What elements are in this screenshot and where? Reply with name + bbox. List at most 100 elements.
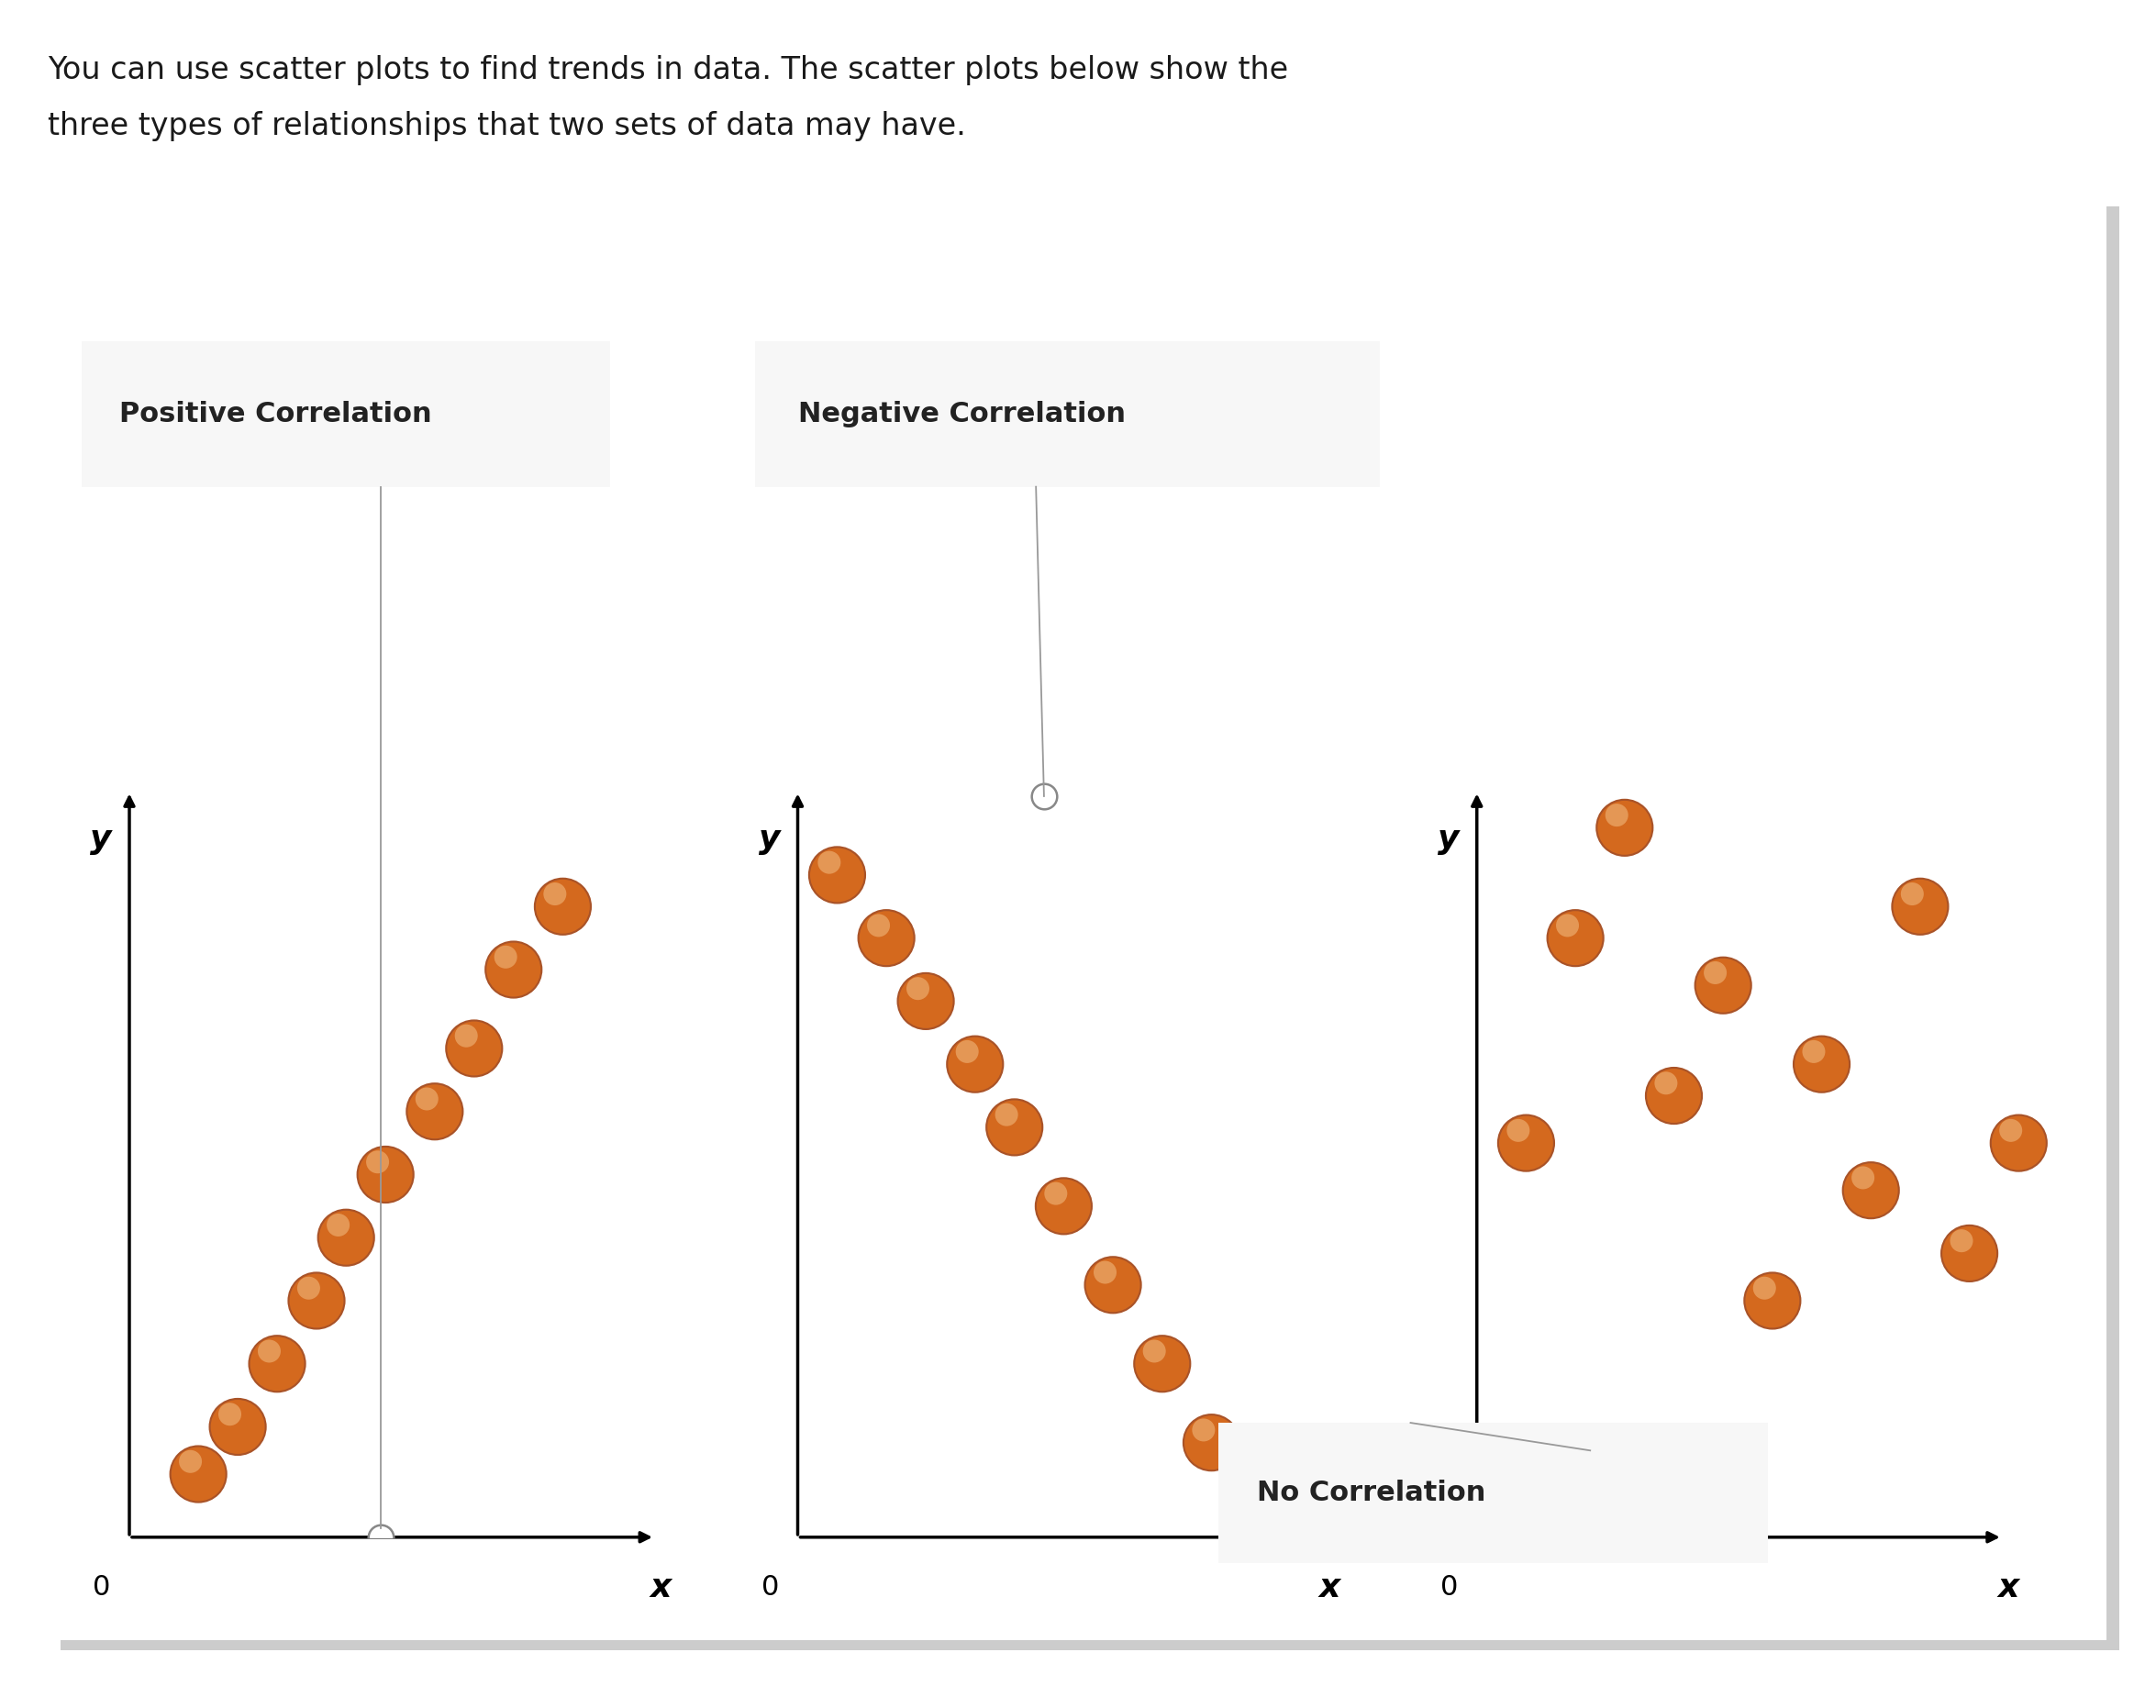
Point — [545, 893, 580, 921]
Point — [1796, 1038, 1830, 1066]
Point — [489, 943, 524, 970]
Text: 0: 0 — [93, 1575, 110, 1600]
Point — [369, 1161, 403, 1189]
FancyBboxPatch shape — [718, 333, 1416, 495]
Point — [1145, 1349, 1179, 1377]
Point — [1846, 1165, 1880, 1192]
Text: x: x — [1999, 1573, 2018, 1604]
Text: y: y — [1438, 823, 1460, 856]
Point — [1095, 1271, 1130, 1298]
Point — [908, 987, 942, 1015]
Point — [957, 1050, 992, 1078]
Point — [252, 1337, 287, 1365]
Point — [496, 956, 530, 984]
Point — [181, 1460, 216, 1488]
Point — [1046, 1192, 1080, 1220]
Point — [300, 1288, 334, 1315]
Point — [1904, 893, 1938, 921]
Point — [261, 1349, 295, 1377]
Point — [418, 1098, 453, 1126]
Point — [1608, 815, 1643, 842]
Point — [860, 912, 895, 939]
Point — [1951, 1240, 1986, 1267]
Point — [1235, 1479, 1270, 1506]
Point — [998, 1114, 1033, 1141]
Text: No Correlation: No Correlation — [1257, 1479, 1485, 1506]
Point — [1904, 893, 1938, 921]
Point — [410, 1085, 444, 1112]
Point — [1755, 1288, 1789, 1315]
Point — [1574, 1436, 1608, 1464]
Point — [998, 1114, 1033, 1141]
Point — [869, 924, 903, 951]
Point — [1145, 1349, 1179, 1377]
Point — [1186, 1416, 1220, 1443]
Point — [291, 1274, 326, 1301]
Point — [819, 861, 854, 888]
Point — [1244, 1493, 1279, 1520]
Point — [418, 1098, 453, 1126]
Point — [172, 1448, 207, 1476]
Point — [1705, 972, 1740, 999]
Text: y: y — [91, 823, 112, 856]
Point — [261, 1349, 295, 1377]
FancyBboxPatch shape — [50, 333, 642, 495]
Point — [1746, 1274, 1781, 1301]
Point — [1559, 924, 1593, 951]
FancyBboxPatch shape — [37, 190, 2117, 1647]
Point — [813, 849, 847, 876]
Text: You can use scatter plots to find trends in data. The scatter plots below show t: You can use scatter plots to find trends… — [47, 55, 1287, 85]
Point — [1805, 1050, 1839, 1078]
Point — [1136, 1337, 1171, 1365]
Point — [321, 1211, 356, 1238]
Point — [1649, 1069, 1684, 1097]
Point — [1656, 1083, 1690, 1110]
Point — [1089, 1259, 1123, 1286]
Point — [1805, 1050, 1839, 1078]
Text: x: x — [651, 1573, 671, 1604]
Point — [1509, 1129, 1544, 1156]
Point — [1550, 912, 1585, 939]
Point — [1895, 880, 1930, 907]
Text: y: y — [759, 823, 780, 856]
Point — [901, 975, 936, 1003]
Point — [1854, 1177, 1889, 1204]
Point — [457, 1035, 492, 1062]
Point — [1501, 1117, 1535, 1144]
Point — [819, 861, 854, 888]
Point — [369, 1161, 403, 1189]
Point — [1945, 1226, 1979, 1254]
Point — [1095, 1271, 1130, 1298]
Point — [1854, 1177, 1889, 1204]
Point — [220, 1413, 254, 1440]
Point — [1194, 1430, 1229, 1457]
Point — [1608, 815, 1643, 842]
Point — [330, 1225, 364, 1252]
Point — [300, 1288, 334, 1315]
Point — [2001, 1129, 2035, 1156]
Point — [1705, 972, 1740, 999]
Point — [2001, 1129, 2035, 1156]
Point — [1244, 1493, 1279, 1520]
Point — [448, 1021, 483, 1049]
Point — [1994, 1117, 2029, 1144]
Point — [1656, 1083, 1690, 1110]
Point — [364, 1524, 399, 1551]
Point — [1026, 782, 1061, 810]
Point — [496, 956, 530, 984]
Point — [1046, 1192, 1080, 1220]
Point — [545, 893, 580, 921]
Point — [181, 1460, 216, 1488]
Text: 0: 0 — [761, 1575, 778, 1600]
FancyBboxPatch shape — [1186, 1414, 1800, 1571]
Point — [330, 1225, 364, 1252]
Point — [908, 987, 942, 1015]
Point — [1039, 1180, 1074, 1208]
Point — [1600, 801, 1634, 828]
Point — [360, 1148, 395, 1175]
Point — [951, 1038, 985, 1066]
Point — [1951, 1240, 1986, 1267]
Point — [1699, 960, 1733, 987]
Point — [537, 880, 571, 907]
Text: three types of relationships that two sets of data may have.: three types of relationships that two se… — [47, 111, 966, 142]
